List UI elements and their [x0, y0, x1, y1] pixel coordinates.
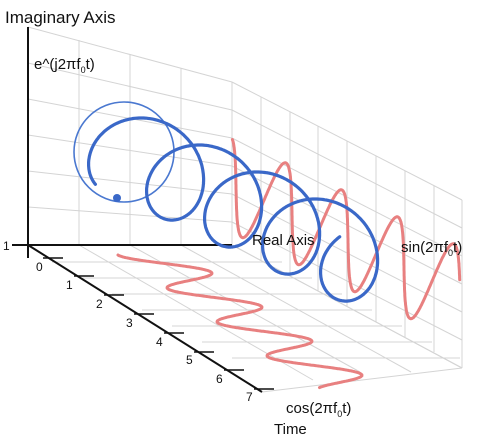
sin-projection-label: sin(2πf0t)	[401, 239, 462, 258]
cos-projection-curve	[116, 253, 364, 390]
time-tick-labels: 0 1 2 3 4 5 6 7	[36, 260, 253, 404]
time-axis-label: Time	[274, 421, 307, 438]
time-tick-label: 4	[156, 335, 163, 349]
time-tick-label: 1	[66, 278, 73, 292]
time-tick-label: 2	[96, 297, 103, 311]
helix-start-point	[113, 194, 121, 202]
imaginary-axis-label: Imaginary Axis	[5, 8, 116, 27]
floor-grid	[28, 244, 463, 393]
time-axis-ticks	[43, 257, 274, 390]
main-axes	[12, 27, 263, 393]
time-tick-label: 6	[216, 372, 223, 386]
time-tick-label: 7	[246, 390, 253, 404]
real-axis-tick-label: 1	[3, 239, 10, 253]
complex-exponential-helix	[87, 116, 380, 303]
time-tick-label: 3	[126, 316, 133, 330]
cos-projection-label: cos(2πf0t)	[286, 400, 351, 419]
time-tick-label: 5	[186, 353, 193, 367]
time-axis-line	[27, 244, 263, 393]
back-wall-grid	[27, 26, 233, 245]
real-axis-label: Real Axis	[252, 232, 315, 249]
time-tick-label: 0	[36, 260, 43, 274]
complex-exponential-label: e^(j2πf0t)	[34, 56, 95, 75]
